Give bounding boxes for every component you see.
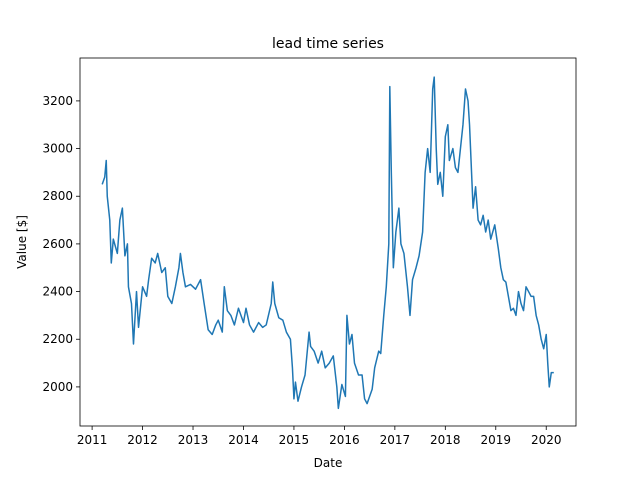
y-tick-label: 2600: [42, 237, 73, 251]
y-tick-label: 2400: [42, 285, 73, 299]
y-axis-label: Value [$]: [15, 215, 29, 269]
x-tick-label: 2016: [329, 433, 360, 447]
y-tick-label: 2800: [42, 189, 73, 203]
x-tick-label: 2020: [531, 433, 562, 447]
x-tick-label: 2018: [430, 433, 461, 447]
plot-frame: [79, 57, 577, 427]
x-tick-label: 2014: [228, 433, 259, 447]
chart-title: lead time series: [272, 36, 384, 52]
y-tick-label: 2000: [42, 380, 73, 394]
x-tick-label: 2019: [480, 433, 511, 447]
x-axis-label: Date: [314, 456, 343, 470]
y-tick-label: 3000: [42, 142, 73, 156]
x-tick-label: 2017: [380, 433, 411, 447]
data-line: [101, 76, 554, 410]
x-tick-label: 2013: [178, 433, 209, 447]
y-tick-label: 2200: [42, 332, 73, 346]
x-tick-label: 2012: [127, 433, 158, 447]
x-tick-label: 2011: [77, 433, 108, 447]
y-tick-label: 3200: [42, 94, 73, 108]
x-tick-label: 2015: [279, 433, 310, 447]
